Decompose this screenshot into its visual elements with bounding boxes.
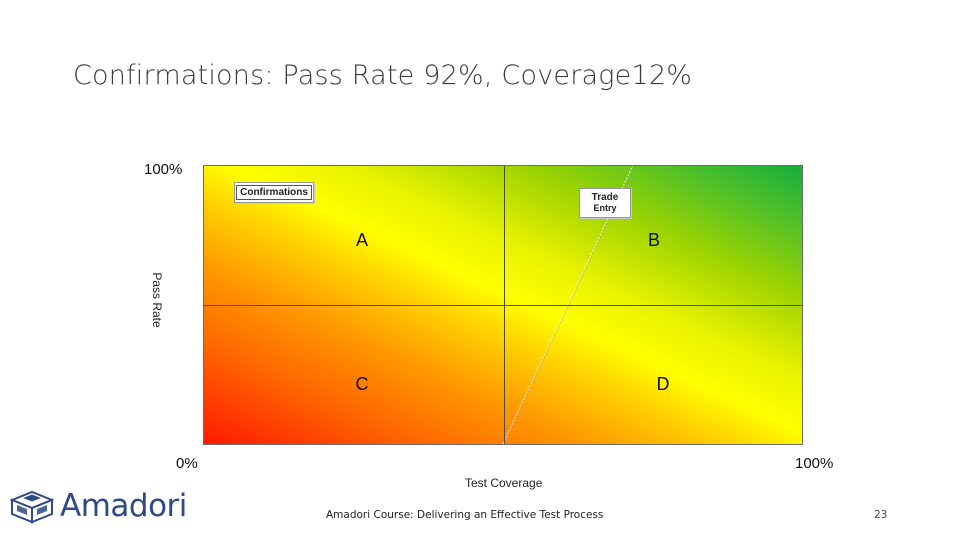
quadrant-matrix: Confirmations Trade Entry A B C D [203, 165, 803, 445]
x-axis-label: Test Coverage [465, 476, 543, 490]
origin-label: 0% [176, 455, 198, 472]
x-axis-right-label: 100% [795, 455, 834, 472]
quadrant-d-label: D [656, 374, 670, 394]
confirmations-tag-label: Confirmations [236, 185, 312, 200]
trade-entry-line2: Entry [593, 203, 617, 213]
trade-entry-line1: Trade [591, 192, 619, 203]
horizontal-divider [204, 305, 802, 306]
slide-title: Confirmations: Pass Rate 92%, Coverage12… [73, 60, 693, 91]
y-axis-label: Pass Rate [150, 272, 164, 328]
page-number: 23 [874, 509, 888, 521]
confirmations-tag: Confirmations [234, 182, 314, 203]
logo-text: Amadori [60, 488, 187, 524]
quadrant-a-label: A [355, 230, 368, 250]
trade-entry-tag: Trade Entry [579, 188, 631, 218]
amadori-logo: Amadori [8, 486, 187, 526]
quadrant-b-label: B [647, 230, 660, 250]
vertical-divider [504, 166, 505, 444]
quadrant-c-label: C [355, 374, 369, 394]
footer-text: Amadori Course: Delivering an Effective … [326, 509, 604, 521]
logo-cube-icon [9, 490, 54, 524]
y-axis-top-label: 100% [144, 161, 183, 178]
